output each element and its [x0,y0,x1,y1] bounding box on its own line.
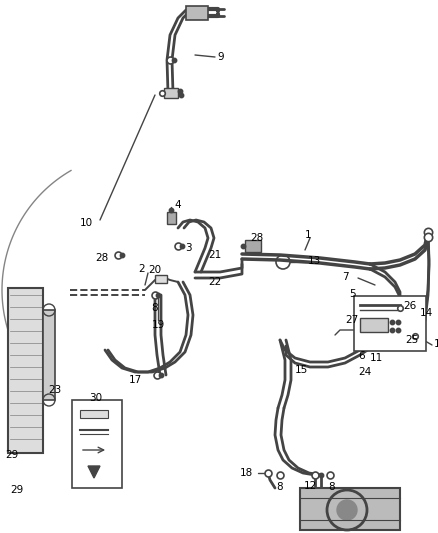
Text: 14: 14 [420,308,433,318]
Text: 23: 23 [48,385,61,395]
Bar [164,88,178,98]
Text: 30: 30 [89,393,102,403]
Bar [360,318,388,332]
Text: 20: 20 [148,265,162,275]
Text: 22: 22 [208,277,222,287]
Text: 13: 13 [308,256,321,266]
Text: 12: 12 [304,481,317,491]
Bar [80,410,108,418]
Bar [300,488,400,530]
Bar [8,288,43,453]
Text: 17: 17 [128,375,141,385]
Bar [43,310,55,400]
Text: 29: 29 [5,450,18,460]
Text: 8: 8 [152,303,158,313]
Text: 10: 10 [79,218,92,228]
Text: 2: 2 [139,264,145,274]
Bar [167,212,176,224]
Text: 21: 21 [208,250,221,260]
Text: 1: 1 [305,230,311,240]
Text: 29: 29 [10,485,23,495]
Bar [186,6,208,20]
Text: 9: 9 [217,52,224,62]
Text: 4: 4 [174,200,180,210]
Bar [155,275,167,283]
Text: 28: 28 [95,253,108,263]
Polygon shape [88,466,100,478]
Text: 27: 27 [345,315,358,325]
Circle shape [337,500,357,520]
Text: 7: 7 [342,272,348,282]
Text: 5: 5 [350,289,356,299]
Text: 28: 28 [250,233,263,243]
Text: 25: 25 [405,335,418,345]
Text: 11: 11 [370,353,383,363]
Text: 26: 26 [403,301,416,311]
Text: 19: 19 [152,320,165,330]
Bar [245,240,261,252]
Text: 8: 8 [328,482,336,492]
Text: 6: 6 [358,351,364,361]
Text: 16: 16 [434,339,438,349]
Text: 3: 3 [185,243,192,253]
Bar [354,296,426,351]
Text: 18: 18 [240,468,253,478]
Text: 24: 24 [358,367,371,377]
Text: 8: 8 [277,482,283,492]
Text: 15: 15 [295,365,308,375]
Bar [72,400,122,488]
